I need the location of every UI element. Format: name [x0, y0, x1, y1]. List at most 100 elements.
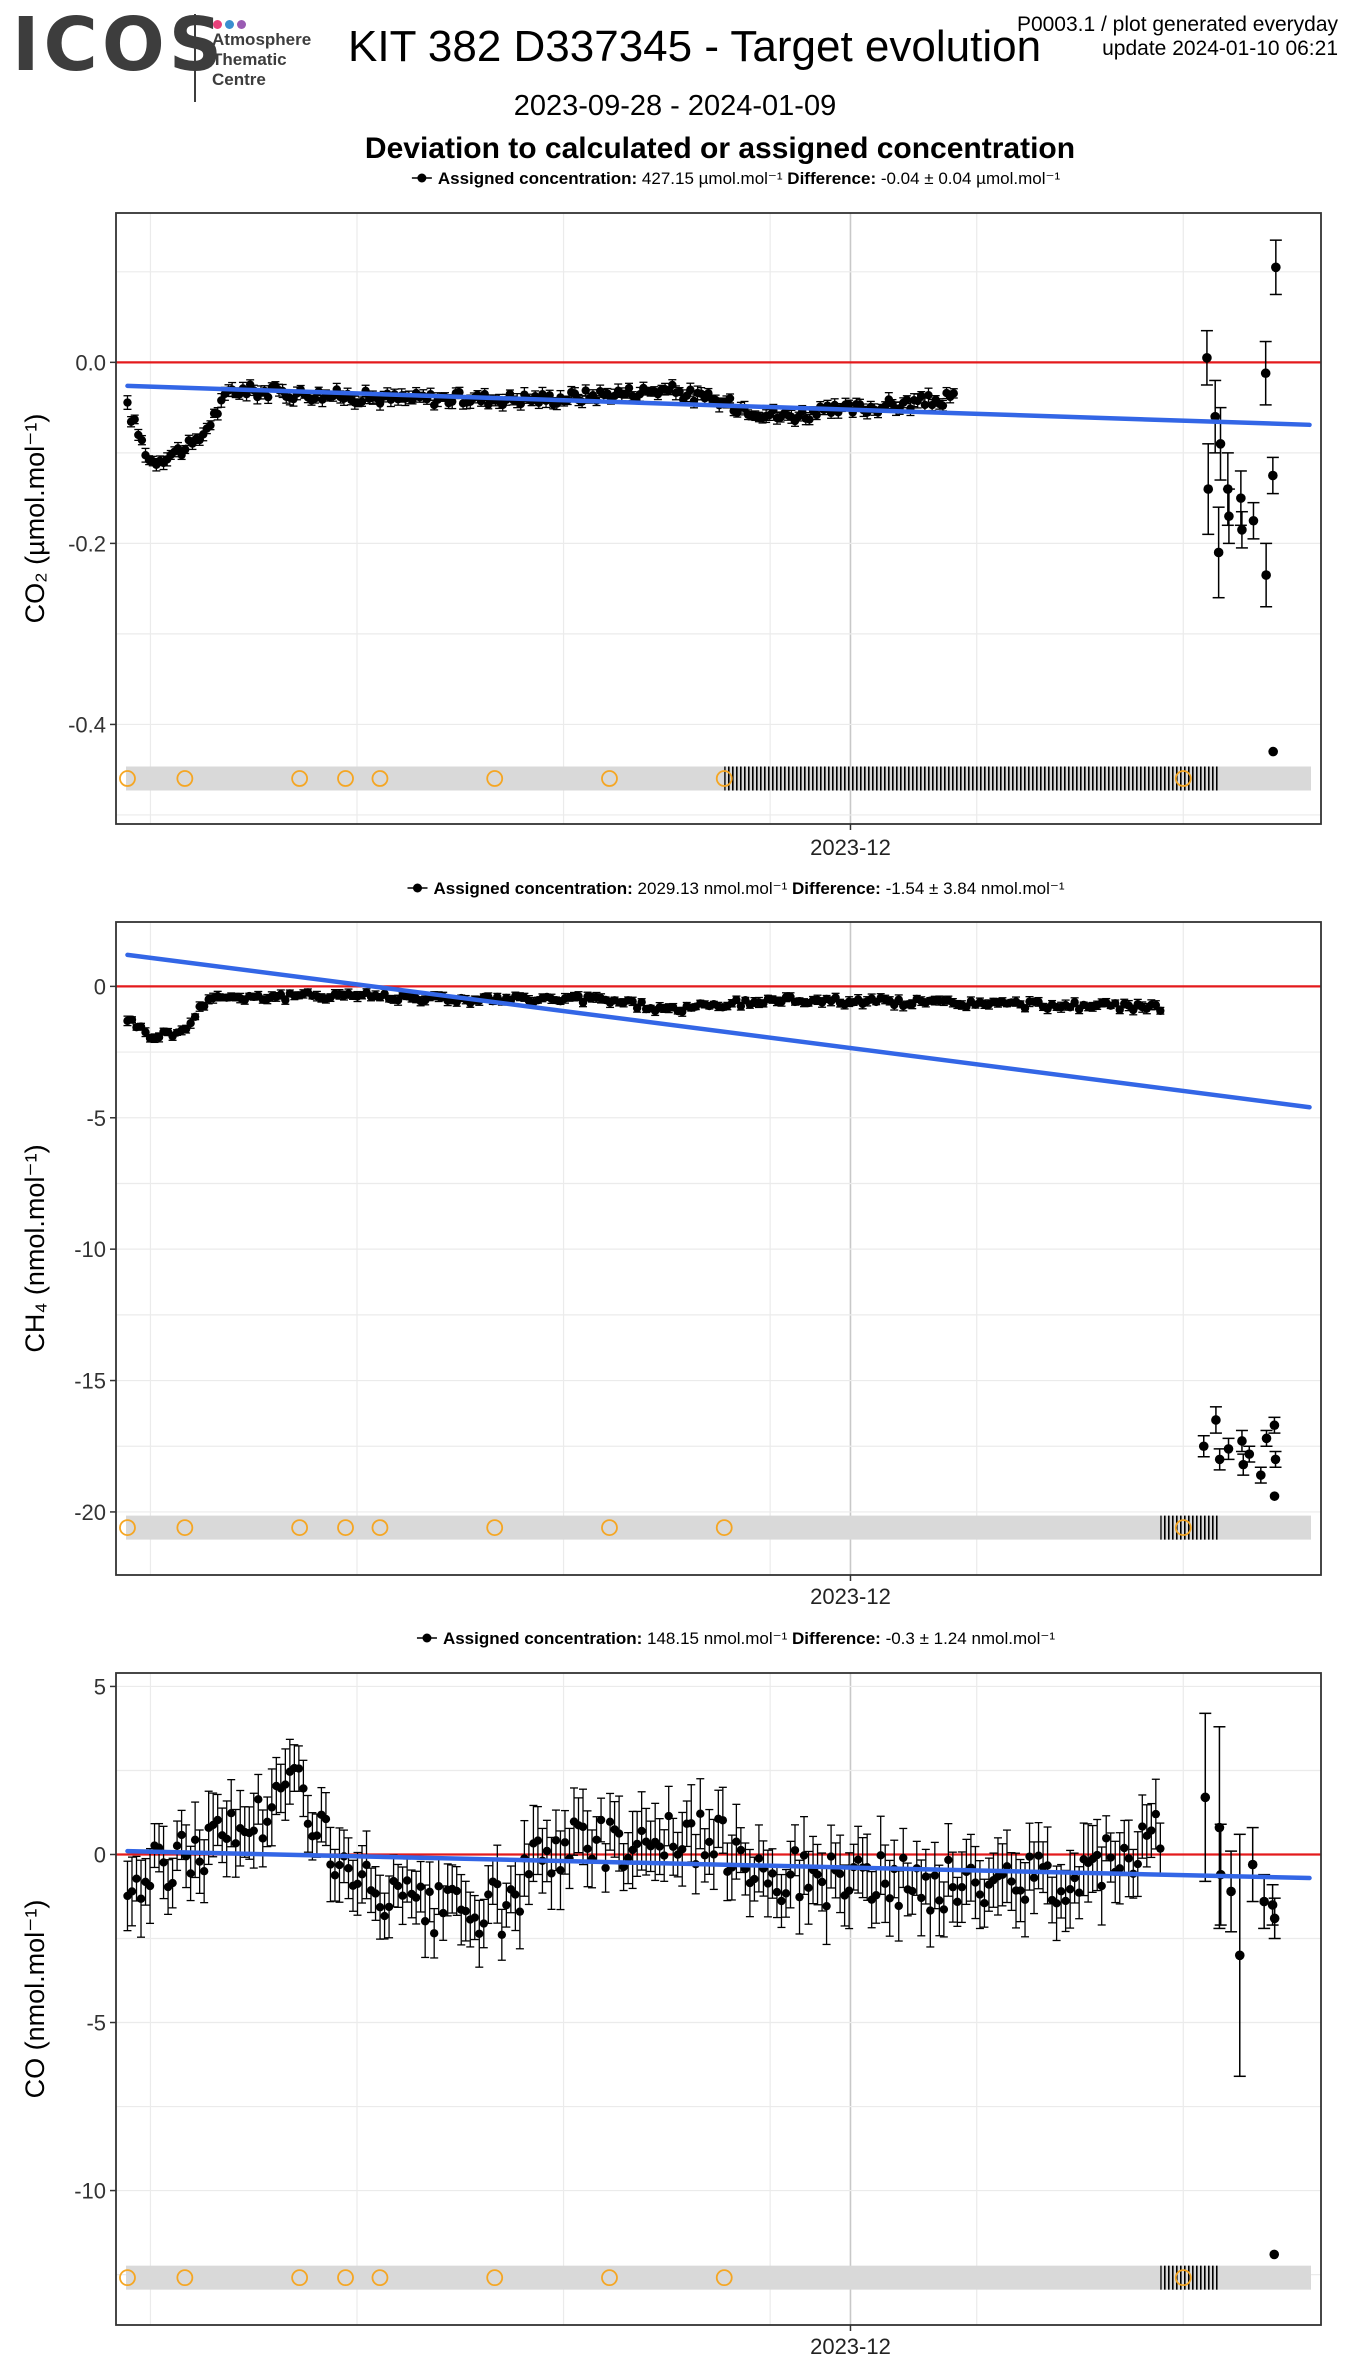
data-point	[1120, 1843, 1129, 1853]
data-point	[375, 1902, 385, 1912]
data-point	[130, 415, 139, 424]
logo-dot	[237, 20, 246, 29]
data-point	[812, 410, 821, 420]
data-point	[763, 1879, 773, 1888]
data-point	[786, 1870, 795, 1879]
data-point	[181, 1024, 191, 1034]
data-point	[276, 990, 286, 999]
legend-key-point	[417, 173, 427, 183]
data-point	[172, 1841, 182, 1850]
data-point	[267, 1803, 277, 1812]
legend: Assigned concentration: 148.15 nmol.mol⁻…	[416, 1629, 1055, 1648]
data-point	[732, 1837, 741, 1846]
data-point	[177, 1830, 186, 1840]
data-point	[402, 1876, 412, 1885]
data-point	[578, 1822, 588, 1832]
data-point	[1007, 1877, 1016, 1886]
data-point	[168, 1878, 177, 1888]
data-point	[326, 1860, 335, 1869]
data-point	[1115, 1864, 1124, 1873]
data-point	[750, 1874, 759, 1884]
data-point	[1210, 411, 1220, 422]
data-point	[281, 995, 290, 1005]
calibration-marker	[371, 1519, 389, 1537]
data-point	[1268, 470, 1278, 481]
data-point	[213, 1815, 222, 1825]
data-point	[795, 1892, 804, 1902]
chart-title: Deviation to calculated or assigned conc…	[364, 132, 1076, 165]
data-point	[669, 1842, 678, 1852]
data-point	[231, 1839, 240, 1848]
data-point	[533, 1836, 543, 1845]
data-point	[1211, 1415, 1221, 1425]
data-point	[190, 1835, 200, 1844]
data-point	[1016, 1886, 1025, 1895]
data-point	[822, 1901, 831, 1911]
data-point	[813, 1870, 822, 1879]
data-point	[894, 1901, 903, 1911]
data-point	[411, 1893, 421, 1902]
data-point	[1234, 1950, 1245, 1961]
data-point	[434, 1882, 443, 1891]
data-point	[249, 1826, 258, 1835]
calibration-marker	[1174, 1519, 1192, 1537]
calibration-hatch	[1160, 1515, 1218, 1540]
data-point	[844, 1886, 854, 1895]
data-point	[136, 1022, 146, 1031]
logo-dots-icon	[213, 16, 249, 34]
data-point	[398, 1891, 407, 1900]
data-point	[920, 400, 930, 410]
data-point	[628, 1845, 637, 1855]
data-point	[1034, 1851, 1043, 1860]
calibration-marker	[715, 2269, 733, 2287]
data-point	[971, 1878, 980, 1887]
data-point	[871, 1891, 881, 1900]
data-point	[190, 1012, 200, 1021]
data-point	[448, 397, 457, 406]
y-tick-label: -20	[74, 1500, 106, 1525]
panel-border	[115, 1672, 1322, 2326]
data-point	[725, 394, 735, 403]
calibration-marker	[371, 770, 389, 787]
data-point	[186, 1869, 195, 1878]
data-point	[1020, 1895, 1030, 1904]
data-point	[1070, 1873, 1079, 1883]
data-point	[619, 1862, 628, 1872]
data-point	[938, 401, 948, 410]
data-point	[736, 1001, 746, 1011]
y-tick-label: -5	[86, 2011, 106, 2036]
data-point	[736, 1845, 746, 1855]
data-point	[222, 1834, 231, 1844]
data-point	[1224, 511, 1234, 522]
data-point	[335, 1860, 344, 1870]
data-point	[136, 1894, 146, 1903]
calibration-marker	[601, 1519, 618, 1537]
calibration-marker	[119, 2269, 136, 2287]
data-point	[881, 1879, 890, 1888]
calibration-marker	[715, 770, 733, 787]
panel-background	[116, 1673, 1321, 2325]
y-tick-label: 0	[94, 1842, 106, 1867]
data-point	[1147, 1826, 1156, 1835]
legend-text: Assigned concentration: 427.15 µmol.mol⁻…	[438, 169, 1061, 188]
data-point	[975, 1890, 985, 1899]
data-point	[632, 1839, 642, 1849]
data-point	[1215, 439, 1226, 449]
icos-logo: ICOS	[12, 2, 227, 88]
data-point	[1065, 1885, 1075, 1894]
calibration-marker	[176, 1519, 194, 1537]
data-point	[1248, 515, 1259, 526]
x-tick-label: 2023-12	[810, 2334, 891, 2359]
data-point	[917, 1893, 926, 1903]
y-tick-label: -10	[74, 2179, 106, 2204]
data-point	[948, 1882, 958, 1892]
gridlines	[116, 213, 1321, 824]
data-point	[826, 1852, 836, 1861]
data-point	[1052, 1899, 1061, 1908]
panel-background	[116, 922, 1321, 1575]
data-point	[393, 1881, 403, 1891]
panel-border	[115, 212, 1322, 825]
data-point	[227, 1808, 236, 1818]
trend-line	[125, 1848, 1312, 1881]
data-point	[132, 1874, 141, 1883]
